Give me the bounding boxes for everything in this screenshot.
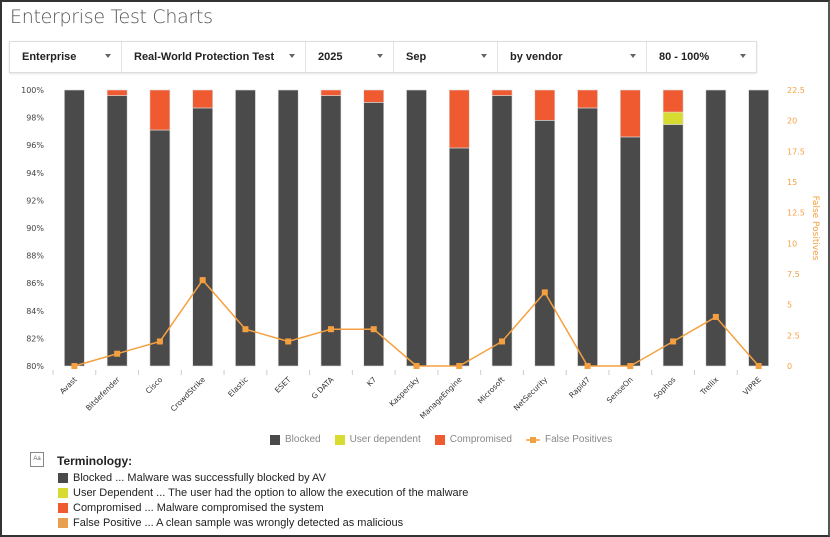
filter-year-dropdown[interactable]: 2025 xyxy=(306,42,394,72)
terminology-text: User Dependent ... The user had the opti… xyxy=(73,486,469,499)
page-title: Enterprise Test Charts xyxy=(10,6,213,28)
filter-value: Enterprise xyxy=(22,51,77,63)
filter-grouping-dropdown[interactable]: by vendor xyxy=(498,42,647,72)
chevron-down-icon xyxy=(630,54,636,58)
filter-value: Real-World Protection Test xyxy=(134,51,275,63)
terminology-item: User Dependent ... The user had the opti… xyxy=(58,485,468,500)
terminology-swatch xyxy=(58,472,68,483)
chevron-down-icon xyxy=(105,54,111,58)
terminology-title: Terminology: xyxy=(57,454,133,468)
terminology-list: Blocked ... Malware was successfully blo… xyxy=(58,470,468,530)
legend-false-positives[interactable]: False Positives xyxy=(526,434,612,445)
legend-swatch xyxy=(270,434,280,445)
terminology-swatch xyxy=(58,517,68,528)
terminology-item: False Positive ... A clean sample was wr… xyxy=(58,515,468,530)
filter-test-dropdown[interactable]: Real-World Protection Test xyxy=(122,42,306,72)
legend-swatch xyxy=(334,434,345,445)
legend-label: User dependent xyxy=(349,434,421,445)
filter-value: Sep xyxy=(406,51,427,63)
terminology-swatch xyxy=(58,487,68,498)
legend-label: Blocked xyxy=(285,434,321,445)
chart-legend: Blocked User dependent Compromised False… xyxy=(270,434,612,445)
chevron-down-icon xyxy=(740,54,746,58)
chevron-down-icon xyxy=(481,54,487,58)
filter-bar: Enterprise Real-World Protection Test 20… xyxy=(9,41,757,73)
filter-value: by vendor xyxy=(510,51,563,63)
terminology-text: Blocked ... Malware was successfully blo… xyxy=(73,471,326,484)
dictionary-icon: Aa xyxy=(30,452,44,467)
terminology-swatch xyxy=(58,502,68,513)
legend-label: False Positives xyxy=(545,434,613,445)
terminology-text: False Positive ... A clean sample was wr… xyxy=(73,516,404,529)
legend-blocked[interactable]: Blocked xyxy=(270,434,321,445)
filter-value: 80 - 100% xyxy=(659,51,710,63)
legend-swatch xyxy=(434,434,445,445)
filter-segment-dropdown[interactable]: Enterprise xyxy=(10,42,122,72)
legend-line-marker xyxy=(526,436,540,443)
legend-label: Compromised xyxy=(449,434,512,445)
chevron-down-icon xyxy=(377,54,383,58)
filter-value: 2025 xyxy=(318,51,343,63)
chevron-down-icon xyxy=(289,54,295,58)
terminology-text: Compromised ... Malware compromised the … xyxy=(73,501,324,514)
terminology-section: Aa Terminology: Blocked ... Malware was … xyxy=(30,452,530,532)
legend-user-dependent[interactable]: User dependent xyxy=(334,434,421,445)
terminology-item: Compromised ... Malware compromised the … xyxy=(58,500,468,515)
legend-compromised[interactable]: Compromised xyxy=(434,434,512,445)
filter-month-dropdown[interactable]: Sep xyxy=(394,42,498,72)
filter-range-dropdown[interactable]: 80 - 100% xyxy=(647,42,756,72)
terminology-item: Blocked ... Malware was successfully blo… xyxy=(58,470,468,485)
